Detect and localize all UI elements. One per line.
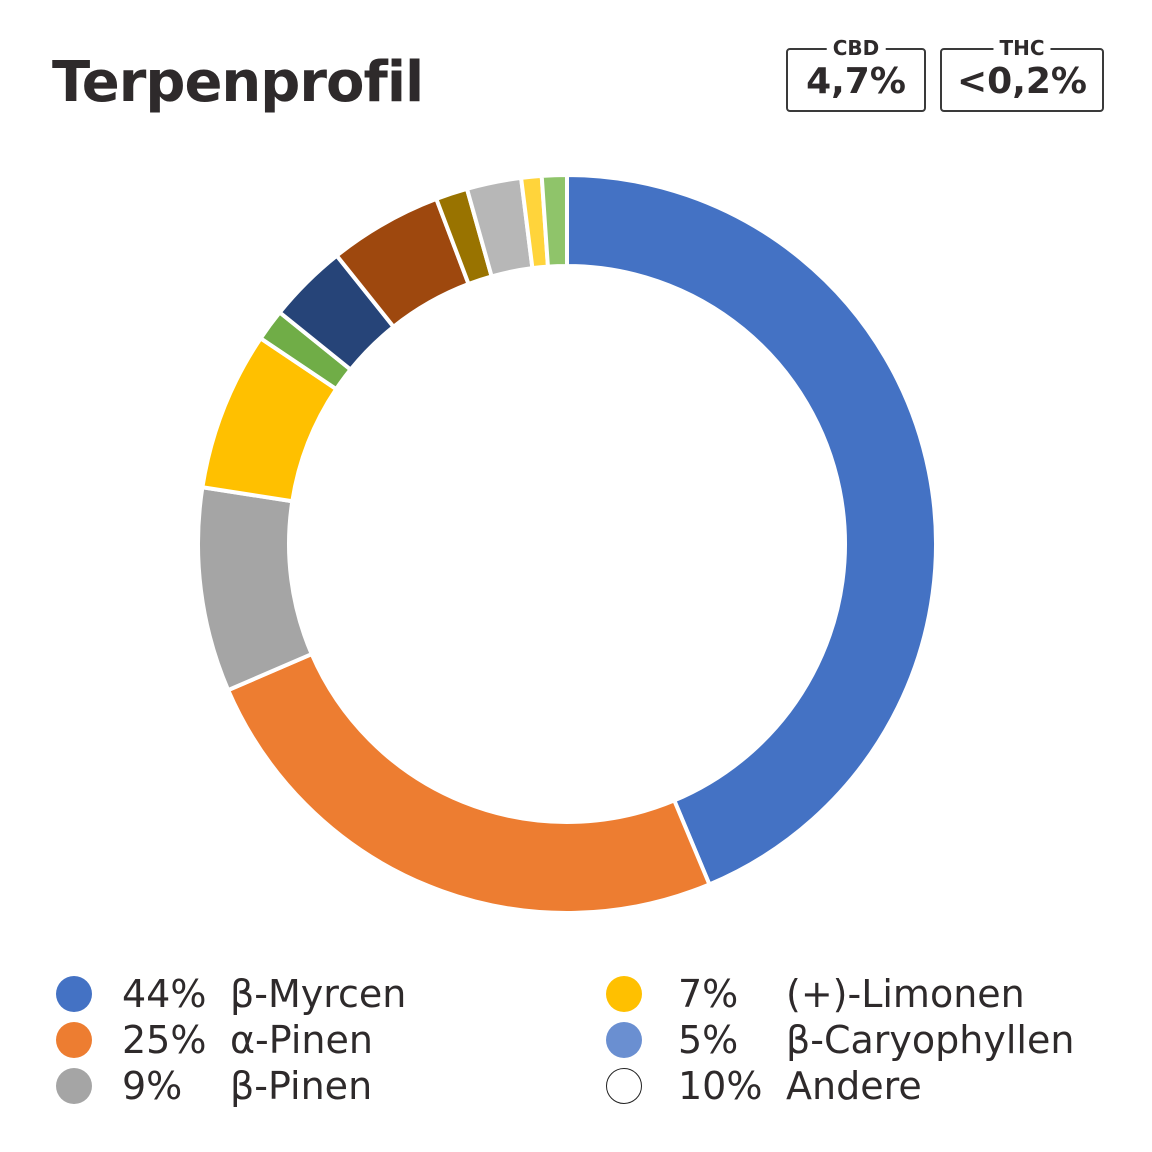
legend-label: (+)-Limonen bbox=[786, 972, 1025, 1016]
legend-percent: 5% bbox=[678, 1018, 739, 1062]
thc-badge: THC <0,2% bbox=[940, 36, 1104, 112]
chart-title: Terpenprofil bbox=[52, 50, 424, 115]
thc-value: <0,2% bbox=[956, 61, 1087, 102]
legend-dot-icon bbox=[56, 1068, 92, 1104]
legend-item-limonen: 7% (+)-Limonen bbox=[606, 972, 1106, 1018]
legend-label: β-Caryophyllen bbox=[786, 1018, 1075, 1062]
cbd-badge: CBD 4,7% bbox=[786, 36, 926, 112]
legend-item-alpha-pinen: 25% α-Pinen bbox=[56, 1018, 496, 1064]
legend-item-caryophyllen: 5% β-Caryophyllen bbox=[606, 1018, 1126, 1064]
donut-slice-2 bbox=[196, 484, 315, 693]
legend-percent: 7% bbox=[678, 972, 739, 1016]
donut-slice-0 bbox=[565, 172, 938, 888]
legend-label: β-Pinen bbox=[230, 1064, 373, 1108]
cbd-value: 4,7% bbox=[806, 61, 906, 102]
legend-dot-icon bbox=[606, 976, 642, 1012]
legend-percent: 25% bbox=[122, 1018, 207, 1062]
legend-dot-icon bbox=[606, 1022, 642, 1058]
legend-dot-icon bbox=[56, 976, 92, 1012]
legend-label: β-Myrcen bbox=[230, 972, 407, 1016]
donut-slice-10 bbox=[539, 172, 569, 269]
legend-item-myrcen: 44% β-Myrcen bbox=[56, 972, 496, 1018]
legend-dot-icon bbox=[606, 1068, 642, 1104]
legend-label: α-Pinen bbox=[230, 1018, 373, 1062]
legend-label: Andere bbox=[786, 1064, 922, 1108]
donut-slice-1 bbox=[225, 651, 713, 915]
legend-percent: 9% bbox=[122, 1064, 183, 1108]
thc-label: THC bbox=[993, 36, 1051, 60]
legend-item-andere: 10% Andere bbox=[606, 1064, 1106, 1110]
legend-percent: 10% bbox=[678, 1064, 763, 1108]
cbd-label: CBD bbox=[826, 36, 886, 60]
legend-item-beta-pinen: 9% β-Pinen bbox=[56, 1064, 496, 1110]
legend-dot-icon bbox=[56, 1022, 92, 1058]
legend-percent: 44% bbox=[122, 972, 207, 1016]
